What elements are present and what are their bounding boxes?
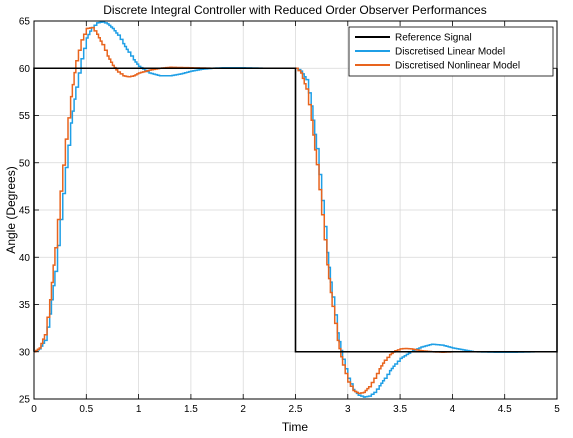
y-tick-label: 50 xyxy=(19,158,31,169)
x-tick-label: 1 xyxy=(136,404,142,415)
x-tick-label: 5 xyxy=(554,404,560,415)
x-tick-label: 4 xyxy=(450,404,456,415)
y-tick-label: 40 xyxy=(19,253,31,264)
x-tick-label: 1.5 xyxy=(184,404,198,415)
legend: Reference Signal Discretised Linear Model… xyxy=(348,26,554,77)
y-tick-label: 60 xyxy=(19,64,31,75)
x-tick-label: 0 xyxy=(31,404,37,415)
linear-model-line xyxy=(34,21,557,398)
chart-title: Discrete Integral Controller with Reduce… xyxy=(103,3,486,17)
x-tick-label: 2.5 xyxy=(289,404,303,415)
y-axis-ticks: 25 30 35 40 45 50 55 60 65 xyxy=(19,17,557,406)
y-tick-label: 35 xyxy=(19,300,31,311)
x-tick-label: 3.5 xyxy=(393,404,407,415)
x-axis-label: Time xyxy=(282,420,309,434)
y-tick-label: 65 xyxy=(19,17,31,28)
x-tick-label: 0.5 xyxy=(79,404,93,415)
y-tick-label: 45 xyxy=(19,206,31,217)
y-tick-label: 55 xyxy=(19,111,31,122)
y-tick-label: 25 xyxy=(19,395,31,406)
legend-label-nonlinear-model-line: Discretised Nonlinear Model xyxy=(395,61,520,72)
legend-label-linear-model-line: Discretised Linear Model xyxy=(395,47,505,58)
x-tick-label: 3 xyxy=(345,404,351,415)
x-axis-ticks: 0 0.5 1 1.5 2 2.5 3 3.5 4 4.5 5 xyxy=(31,21,560,415)
y-tick-label: 30 xyxy=(19,347,31,358)
x-tick-label: 2 xyxy=(240,404,246,415)
legend-label-reference-signal-line: Reference Signal xyxy=(395,33,472,44)
y-axis-label: Angle (Degrees) xyxy=(4,166,18,253)
x-tick-label: 4.5 xyxy=(498,404,512,415)
